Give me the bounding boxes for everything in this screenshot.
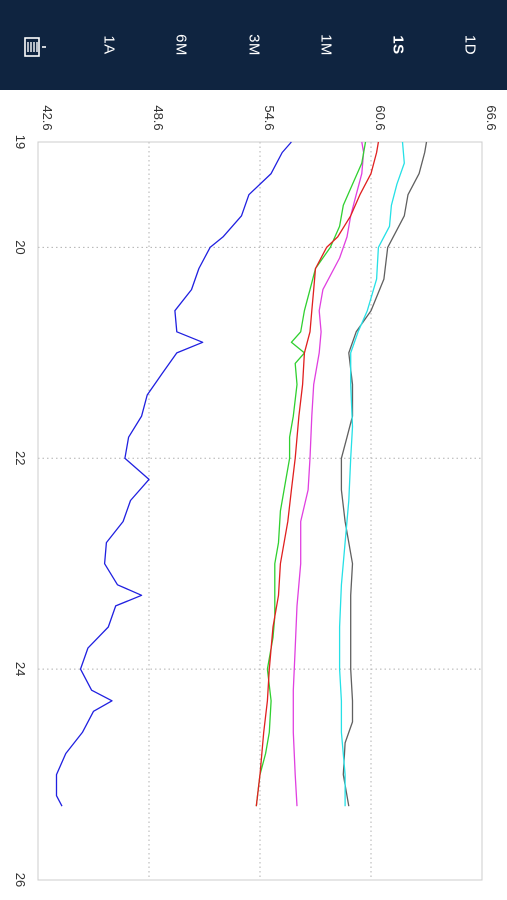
y-tick-label: 54.6	[262, 105, 277, 130]
series-line-2	[338, 141, 405, 807]
range-tab-label: 1S	[389, 35, 407, 55]
x-axis-labels: 19 20 22 24 26	[13, 135, 28, 887]
range-tab-6m[interactable]: 6M	[153, 0, 209, 90]
y-tick-label: 48.6	[151, 105, 166, 130]
x-tick-label: 19	[13, 135, 28, 149]
y-tick-label: 60.6	[373, 105, 388, 130]
line-chart: 42.6 48.6 54.6 60.6 66.6 19 20 22 24 26	[13, 105, 499, 887]
range-toolbar: 1D 1S 1M 3M 6M 1A	[0, 0, 507, 90]
range-tab-label: 1A	[100, 35, 118, 55]
plot-frame	[37, 141, 483, 881]
chart-series	[55, 141, 428, 807]
range-tab-1d[interactable]: 1D	[442, 0, 498, 90]
range-tab-1s[interactable]: 1S	[370, 0, 426, 90]
y-tick-label: 42.6	[40, 105, 55, 130]
series-line-3	[292, 141, 365, 807]
range-tab-label: 6M	[172, 34, 190, 56]
range-tab-1a[interactable]: 1A	[81, 0, 137, 90]
x-tick-label: 26	[13, 873, 28, 887]
menu-button[interactable]	[10, 22, 60, 72]
series-line-5	[255, 141, 380, 807]
series-line-1	[340, 141, 428, 807]
range-tab-label: 1M	[317, 34, 335, 56]
range-tab-3m[interactable]: 3M	[226, 0, 282, 90]
y-axis-labels: 42.6 48.6 54.6 60.6 66.6	[40, 105, 499, 130]
x-tick-label: 20	[13, 240, 28, 254]
series-line-4	[255, 141, 367, 807]
y-tick-label: 66.6	[484, 105, 499, 130]
x-tick-label: 24	[13, 662, 28, 676]
series-line-6	[55, 141, 292, 807]
range-tab-label: 1D	[461, 34, 479, 56]
range-tab-label: 3M	[245, 34, 263, 56]
x-tick-label: 22	[13, 451, 28, 465]
list-menu-icon	[24, 37, 46, 57]
range-tab-1m[interactable]: 1M	[298, 0, 354, 90]
